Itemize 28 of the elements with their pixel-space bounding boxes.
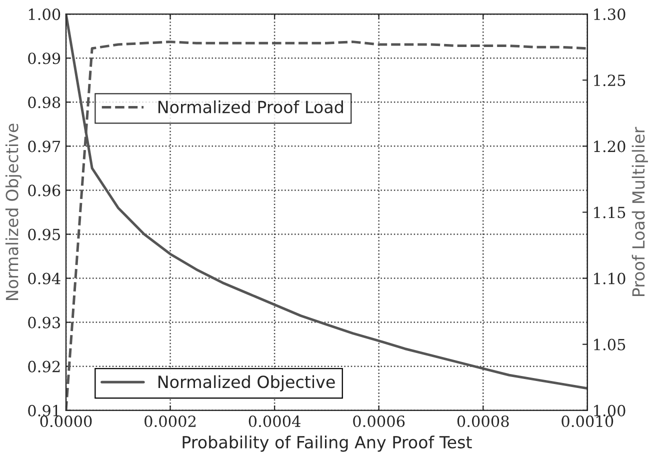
legend-label: Normalized Proof Load <box>158 100 343 114</box>
y2-tick-label: 1.05 <box>594 338 626 350</box>
y2-axis-title: Proof Load Multiplier <box>632 126 648 296</box>
x-axis-title: Probability of Failing Any Proof Test <box>182 436 472 452</box>
y-tick-label: 0.93 <box>28 316 60 328</box>
y2-tick-label: 1.00 <box>594 404 626 416</box>
legend-label: Normalized Objective <box>158 375 335 392</box>
x-tick-label: 0.0006 <box>353 416 405 428</box>
x-tick-label: 0.0002 <box>144 416 196 428</box>
y2-tick-label: 1.25 <box>594 74 626 86</box>
x-tick-label: 0.0000 <box>40 416 92 428</box>
y2-tick-label: 1.15 <box>594 206 626 218</box>
x-tick-label: 0.0010 <box>562 416 614 428</box>
y-tick-label: 0.96 <box>28 184 60 196</box>
y-tick-label: 0.94 <box>28 272 60 284</box>
y-tick-label: 0.97 <box>28 140 60 152</box>
y-axis-title: Normalized Objective <box>5 124 22 300</box>
y-tick-label: 0.95 <box>28 228 60 240</box>
y-tick-label: 0.92 <box>28 360 60 372</box>
y-tick-label: 0.99 <box>28 52 60 64</box>
y-tick-label: 0.91 <box>28 404 59 416</box>
y-tick-label: 0.98 <box>28 96 60 108</box>
x-tick-label: 0.0008 <box>457 416 509 428</box>
y-tick-label: 1.00 <box>28 8 60 20</box>
y2-tick-label: 1.30 <box>594 8 626 20</box>
y2-tick-label: 1.20 <box>594 140 626 152</box>
y2-tick-label: 1.10 <box>594 272 626 284</box>
x-tick-label: 0.0004 <box>248 416 301 428</box>
